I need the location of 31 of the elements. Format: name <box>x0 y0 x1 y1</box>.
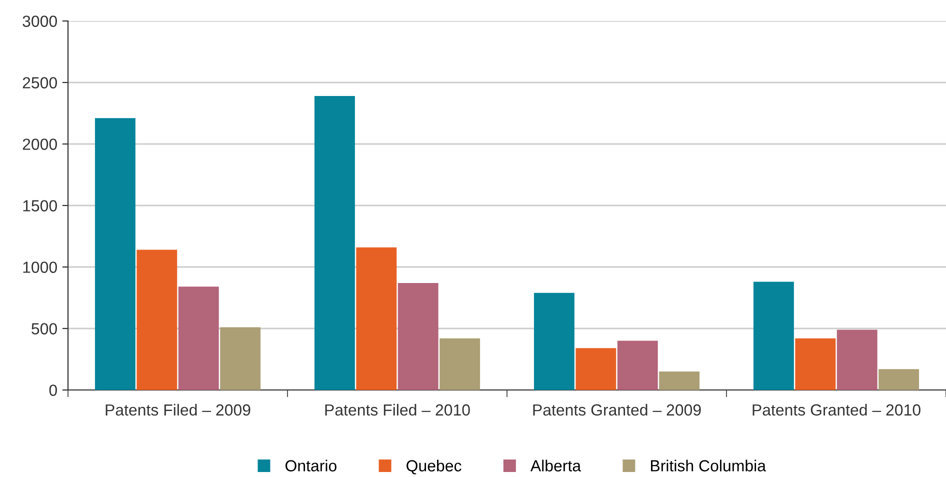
legend-label: Alberta <box>530 460 582 472</box>
bar <box>314 96 355 390</box>
bar <box>356 247 397 390</box>
y-tick-label: 1500 <box>23 200 57 212</box>
bar <box>576 348 616 390</box>
legend-label: British Columbia <box>651 460 766 472</box>
bar <box>617 340 658 390</box>
legend-label: Ontario <box>286 460 336 472</box>
bar <box>178 286 219 390</box>
y-tick-label: 0 <box>49 384 57 396</box>
bar <box>136 250 178 390</box>
bar <box>220 327 261 390</box>
legend-label: Quebec <box>406 460 462 474</box>
bar <box>534 292 574 390</box>
y-tick-label: 500 <box>32 323 57 334</box>
x-tick-label: Patents Filed – 2009 <box>106 404 250 416</box>
bar <box>659 372 700 390</box>
bar <box>836 330 878 390</box>
bar <box>795 338 836 390</box>
bar <box>398 282 438 390</box>
x-tick-label: Patents Granted – 2009 <box>533 404 701 416</box>
y-tick-label: 1000 <box>23 262 57 273</box>
y-tick-label: 2500 <box>22 77 57 88</box>
y-tick-label: 3000 <box>22 16 57 27</box>
bar <box>878 369 920 390</box>
y-tick-label: 2000 <box>22 138 57 150</box>
bar <box>753 282 794 390</box>
x-tick-label: Patents Granted – 2010 <box>752 404 920 416</box>
bar <box>440 338 480 390</box>
x-tick-label: Patents Filed – 2010 <box>325 404 470 416</box>
bar <box>94 118 136 390</box>
